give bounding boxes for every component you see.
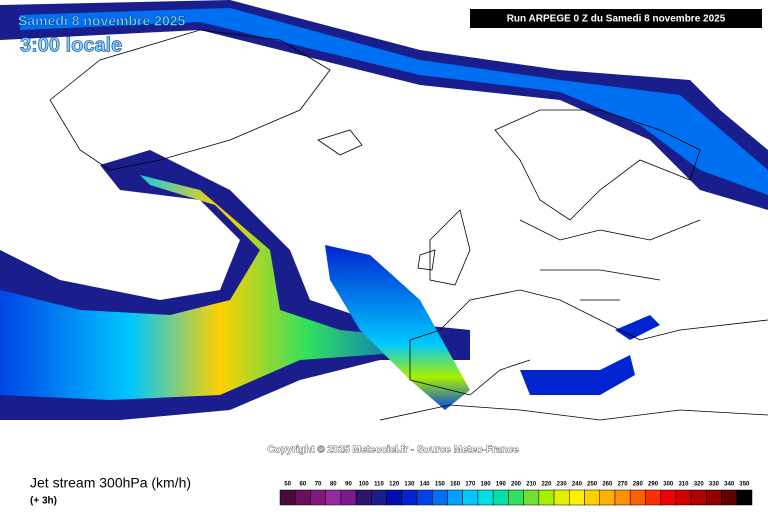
legend-swatch	[447, 489, 463, 506]
legend-swatch	[310, 489, 326, 506]
jet-north-core	[20, 8, 768, 195]
legend-swatch	[629, 489, 646, 506]
legend-label: 140	[420, 482, 431, 488]
date: Samedi 8 novembre 2025	[18, 13, 186, 29]
legend-swatch	[386, 489, 403, 506]
footer-title: Jet stream 300hPa (km/h)	[30, 475, 191, 491]
copyright: Copyright © 2025 Meteociel.fr - Source M…	[267, 445, 519, 456]
legend-swatch	[401, 489, 418, 506]
legend-swatch	[675, 489, 692, 506]
legend-label: 210	[526, 482, 537, 488]
legend-swatch	[279, 489, 296, 506]
legend-label: 340	[724, 482, 735, 488]
time: 3:00 locale	[20, 34, 122, 56]
legend-label: 80	[330, 482, 337, 488]
legend-label: 190	[496, 482, 507, 488]
legend-swatch	[569, 489, 585, 506]
coast-africa	[379, 404, 768, 421]
legend-label: 150	[435, 482, 446, 488]
legend-label: 280	[633, 482, 644, 488]
legend-swatch	[508, 489, 524, 506]
legend-label: 260	[602, 482, 613, 488]
coast-europe	[409, 289, 768, 396]
legend-label: 240	[572, 482, 583, 488]
legend-swatch	[340, 489, 357, 506]
legend-label: 100	[359, 482, 370, 488]
legend-swatch	[371, 489, 387, 506]
coast-iceland	[317, 129, 363, 156]
legend-label: 170	[465, 482, 476, 488]
legend-swatch	[355, 489, 372, 506]
jet-med	[520, 355, 635, 395]
coast-scandinavia	[494, 109, 701, 221]
jet-blacksea	[615, 315, 660, 340]
legend: 50 60 70 80 90 100 110 120 130 140 150 160 170 180 190…	[279, 482, 753, 506]
borders	[519, 219, 701, 301]
run-label: Run ARPEGE 0 Z du Samedi 8 novembre 2025	[507, 14, 726, 25]
legend-label: 230	[557, 482, 568, 488]
legend-swatch	[660, 489, 677, 506]
coast-uk	[417, 209, 471, 286]
legend-label: 70	[315, 482, 322, 488]
legend-swatch	[325, 489, 342, 506]
legend-label: 60	[299, 482, 306, 488]
legend-swatch	[523, 489, 540, 506]
legend-swatch	[584, 489, 600, 506]
legend-label: 290	[648, 482, 659, 488]
legend-swatch	[477, 489, 494, 506]
legend-swatch	[538, 489, 555, 506]
legend-swatch	[462, 489, 479, 506]
legend-label: 250	[587, 482, 598, 488]
legend-swatch	[645, 489, 661, 506]
legend-label: 200	[511, 482, 522, 488]
legend-label: 130	[404, 482, 415, 488]
legend-swatch	[553, 489, 570, 506]
legend-swatch	[416, 489, 433, 506]
legend-label: 300	[663, 482, 674, 488]
legend-swatch	[599, 489, 616, 506]
legend-label: 220	[541, 482, 552, 488]
legend-label: 180	[481, 482, 492, 488]
legend-swatch	[294, 489, 311, 506]
legend-swatch	[432, 489, 448, 506]
legend-swatch	[690, 489, 707, 506]
coast-greenland	[49, 29, 331, 171]
legend-label: 120	[389, 482, 400, 488]
run-box	[470, 9, 762, 28]
map: Samedi 8 novembre 2025 3:00 locale Run A…	[0, 0, 768, 456]
legend-swatch	[492, 489, 509, 506]
legend-swatch	[721, 489, 738, 506]
legend-label: 350	[739, 482, 750, 488]
legend-swatch	[614, 489, 631, 506]
legend-label: 160	[450, 482, 461, 488]
legend-label: 330	[709, 482, 720, 488]
legend-label: 110	[374, 482, 384, 488]
jet-iberia	[325, 245, 470, 410]
legend-label: 90	[345, 482, 352, 488]
legend-label: 270	[618, 482, 629, 488]
legend-label: 310	[678, 482, 689, 488]
legend-label: 320	[694, 482, 705, 488]
jet-atlantic-core	[0, 175, 440, 400]
legend-label: 50	[284, 482, 291, 488]
legend-swatch	[706, 489, 722, 506]
legend-swatch	[736, 489, 753, 506]
footer-step: (+ 3h)	[30, 496, 57, 507]
